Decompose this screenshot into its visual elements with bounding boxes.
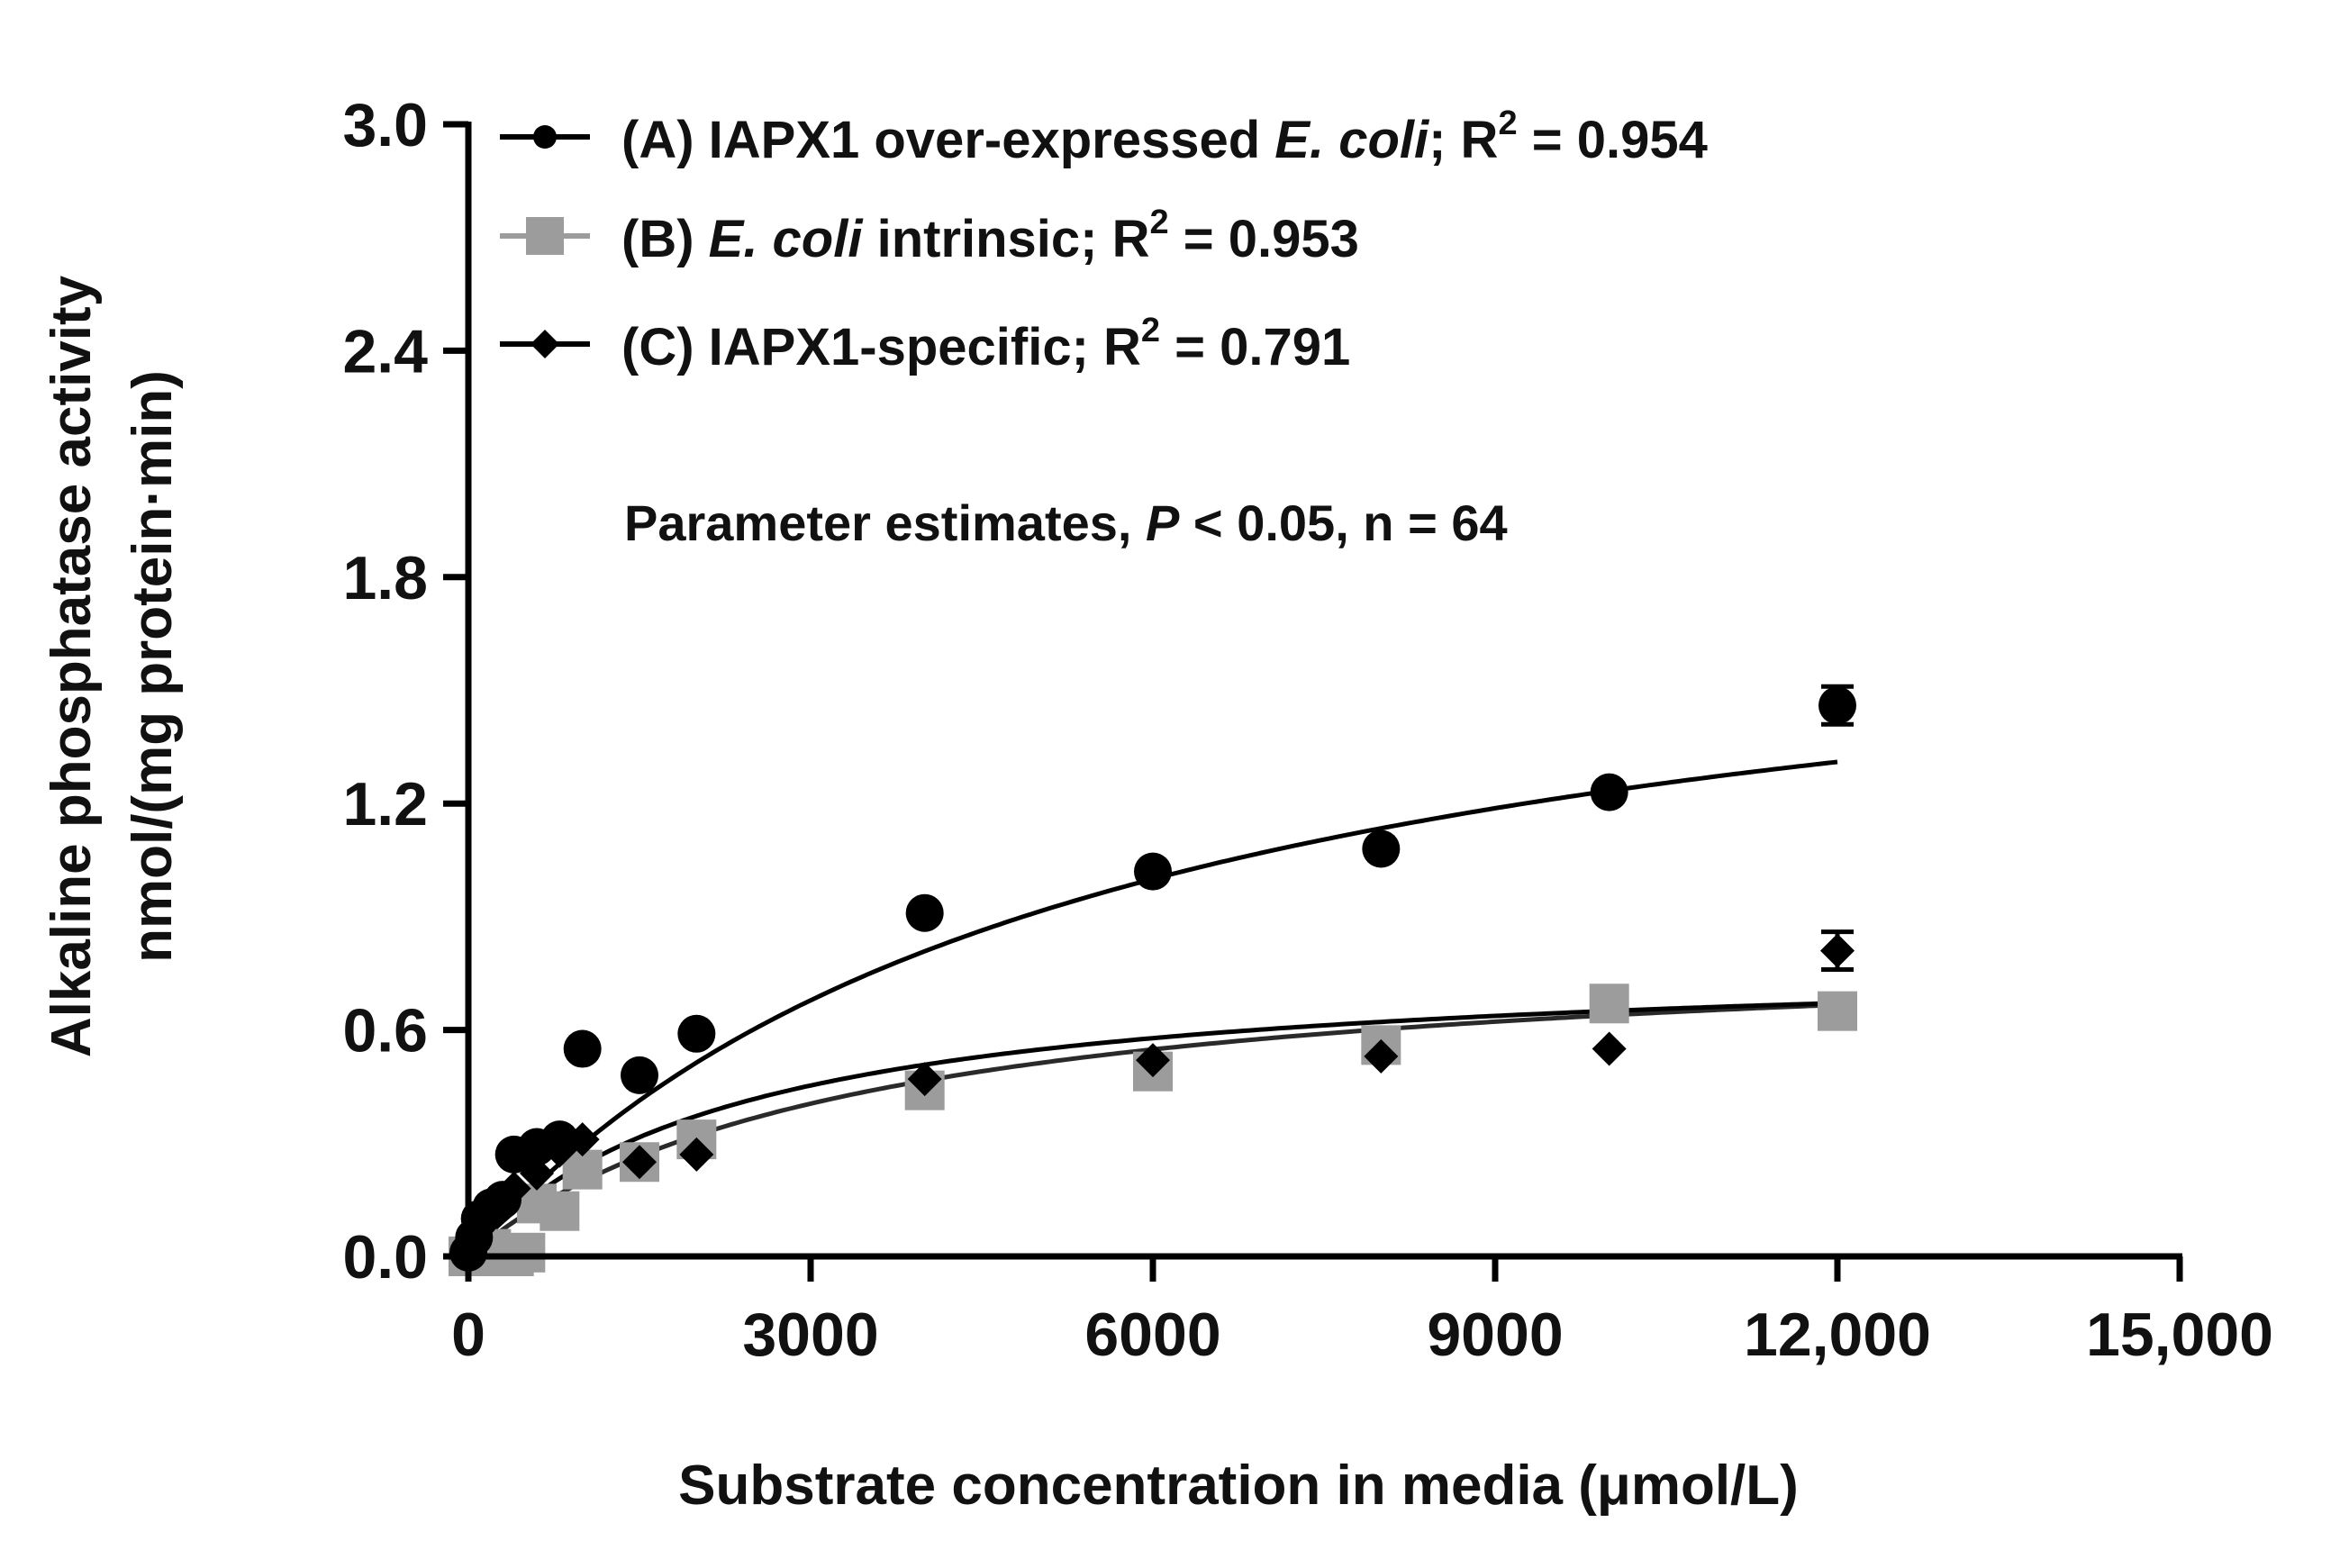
legend-entry-a: (A) IAPX1 over-expressed E. coli; R2 = 0… bbox=[500, 104, 1708, 169]
x-tick-label: 15,000 bbox=[2086, 1301, 2273, 1369]
y-axis-title-line-2: nmol/(mg protein·min) bbox=[122, 370, 184, 963]
point-a bbox=[905, 893, 944, 932]
point-a bbox=[563, 1029, 602, 1068]
legend-label-a: (A) IAPX1 over-expressed E. coli; R2 = 0… bbox=[621, 104, 1708, 169]
point-b bbox=[1589, 983, 1629, 1024]
parameter-estimates-note: Parameter estimates, P < 0.05, n = 64 bbox=[624, 494, 1508, 551]
point-c bbox=[907, 1062, 942, 1097]
point-b bbox=[540, 1191, 580, 1231]
point-a bbox=[540, 1120, 579, 1159]
point-c bbox=[1136, 1043, 1170, 1078]
y-axis-title-line-1: Alkaline phosphatase activity bbox=[41, 275, 103, 1057]
y-tick-label: 1.2 bbox=[342, 770, 428, 838]
legend: (A) IAPX1 over-expressed E. coli; R2 = 0… bbox=[500, 104, 1708, 376]
x-tick-label: 12,000 bbox=[1744, 1301, 1931, 1369]
y-tick-label: 2.4 bbox=[342, 317, 428, 385]
legend-entry-c: (C) IAPX1-specific; R2 = 0.791 bbox=[500, 312, 1350, 376]
point-c bbox=[679, 1137, 714, 1172]
x-tick-label: 3000 bbox=[742, 1301, 878, 1369]
point-c bbox=[622, 1145, 657, 1180]
fit-curve-b bbox=[467, 1002, 1838, 1258]
x-axis-title: Substrate concentration in media (μmol/L… bbox=[678, 1455, 1799, 1517]
point-c bbox=[1592, 1031, 1627, 1066]
y-tick-label: 1.8 bbox=[342, 544, 428, 612]
point-a bbox=[621, 1056, 658, 1094]
point-a bbox=[1590, 773, 1628, 811]
legend-square-marker bbox=[526, 217, 564, 255]
y-tick-label: 0.0 bbox=[342, 1223, 428, 1292]
x-tick-label: 0 bbox=[451, 1301, 485, 1369]
legend-label-c: (C) IAPX1-specific; R2 = 0.791 bbox=[621, 312, 1350, 376]
point-a bbox=[1134, 852, 1172, 891]
point-c bbox=[1364, 1038, 1399, 1074]
x-tick-label: 9000 bbox=[1427, 1301, 1563, 1369]
y-tick-label: 3.0 bbox=[342, 91, 428, 159]
fit-curve-c bbox=[467, 1001, 1838, 1258]
point-a bbox=[677, 1014, 716, 1053]
legend-circle-marker bbox=[533, 125, 557, 149]
point-a bbox=[1818, 686, 1856, 725]
legend-label-b: (B) E. coli intrinsic; R2 = 0.953 bbox=[621, 204, 1359, 268]
point-b bbox=[505, 1232, 546, 1273]
point-b bbox=[1818, 991, 1857, 1031]
legend-diamond-marker bbox=[531, 330, 559, 358]
x-tick-label: 6000 bbox=[1084, 1301, 1220, 1369]
legend-entry-b: (B) E. coli intrinsic; R2 = 0.953 bbox=[500, 204, 1359, 268]
point-a bbox=[1362, 829, 1401, 868]
y-tick-label: 0.6 bbox=[342, 997, 428, 1065]
point-a bbox=[484, 1181, 521, 1219]
point-c bbox=[1820, 933, 1855, 968]
